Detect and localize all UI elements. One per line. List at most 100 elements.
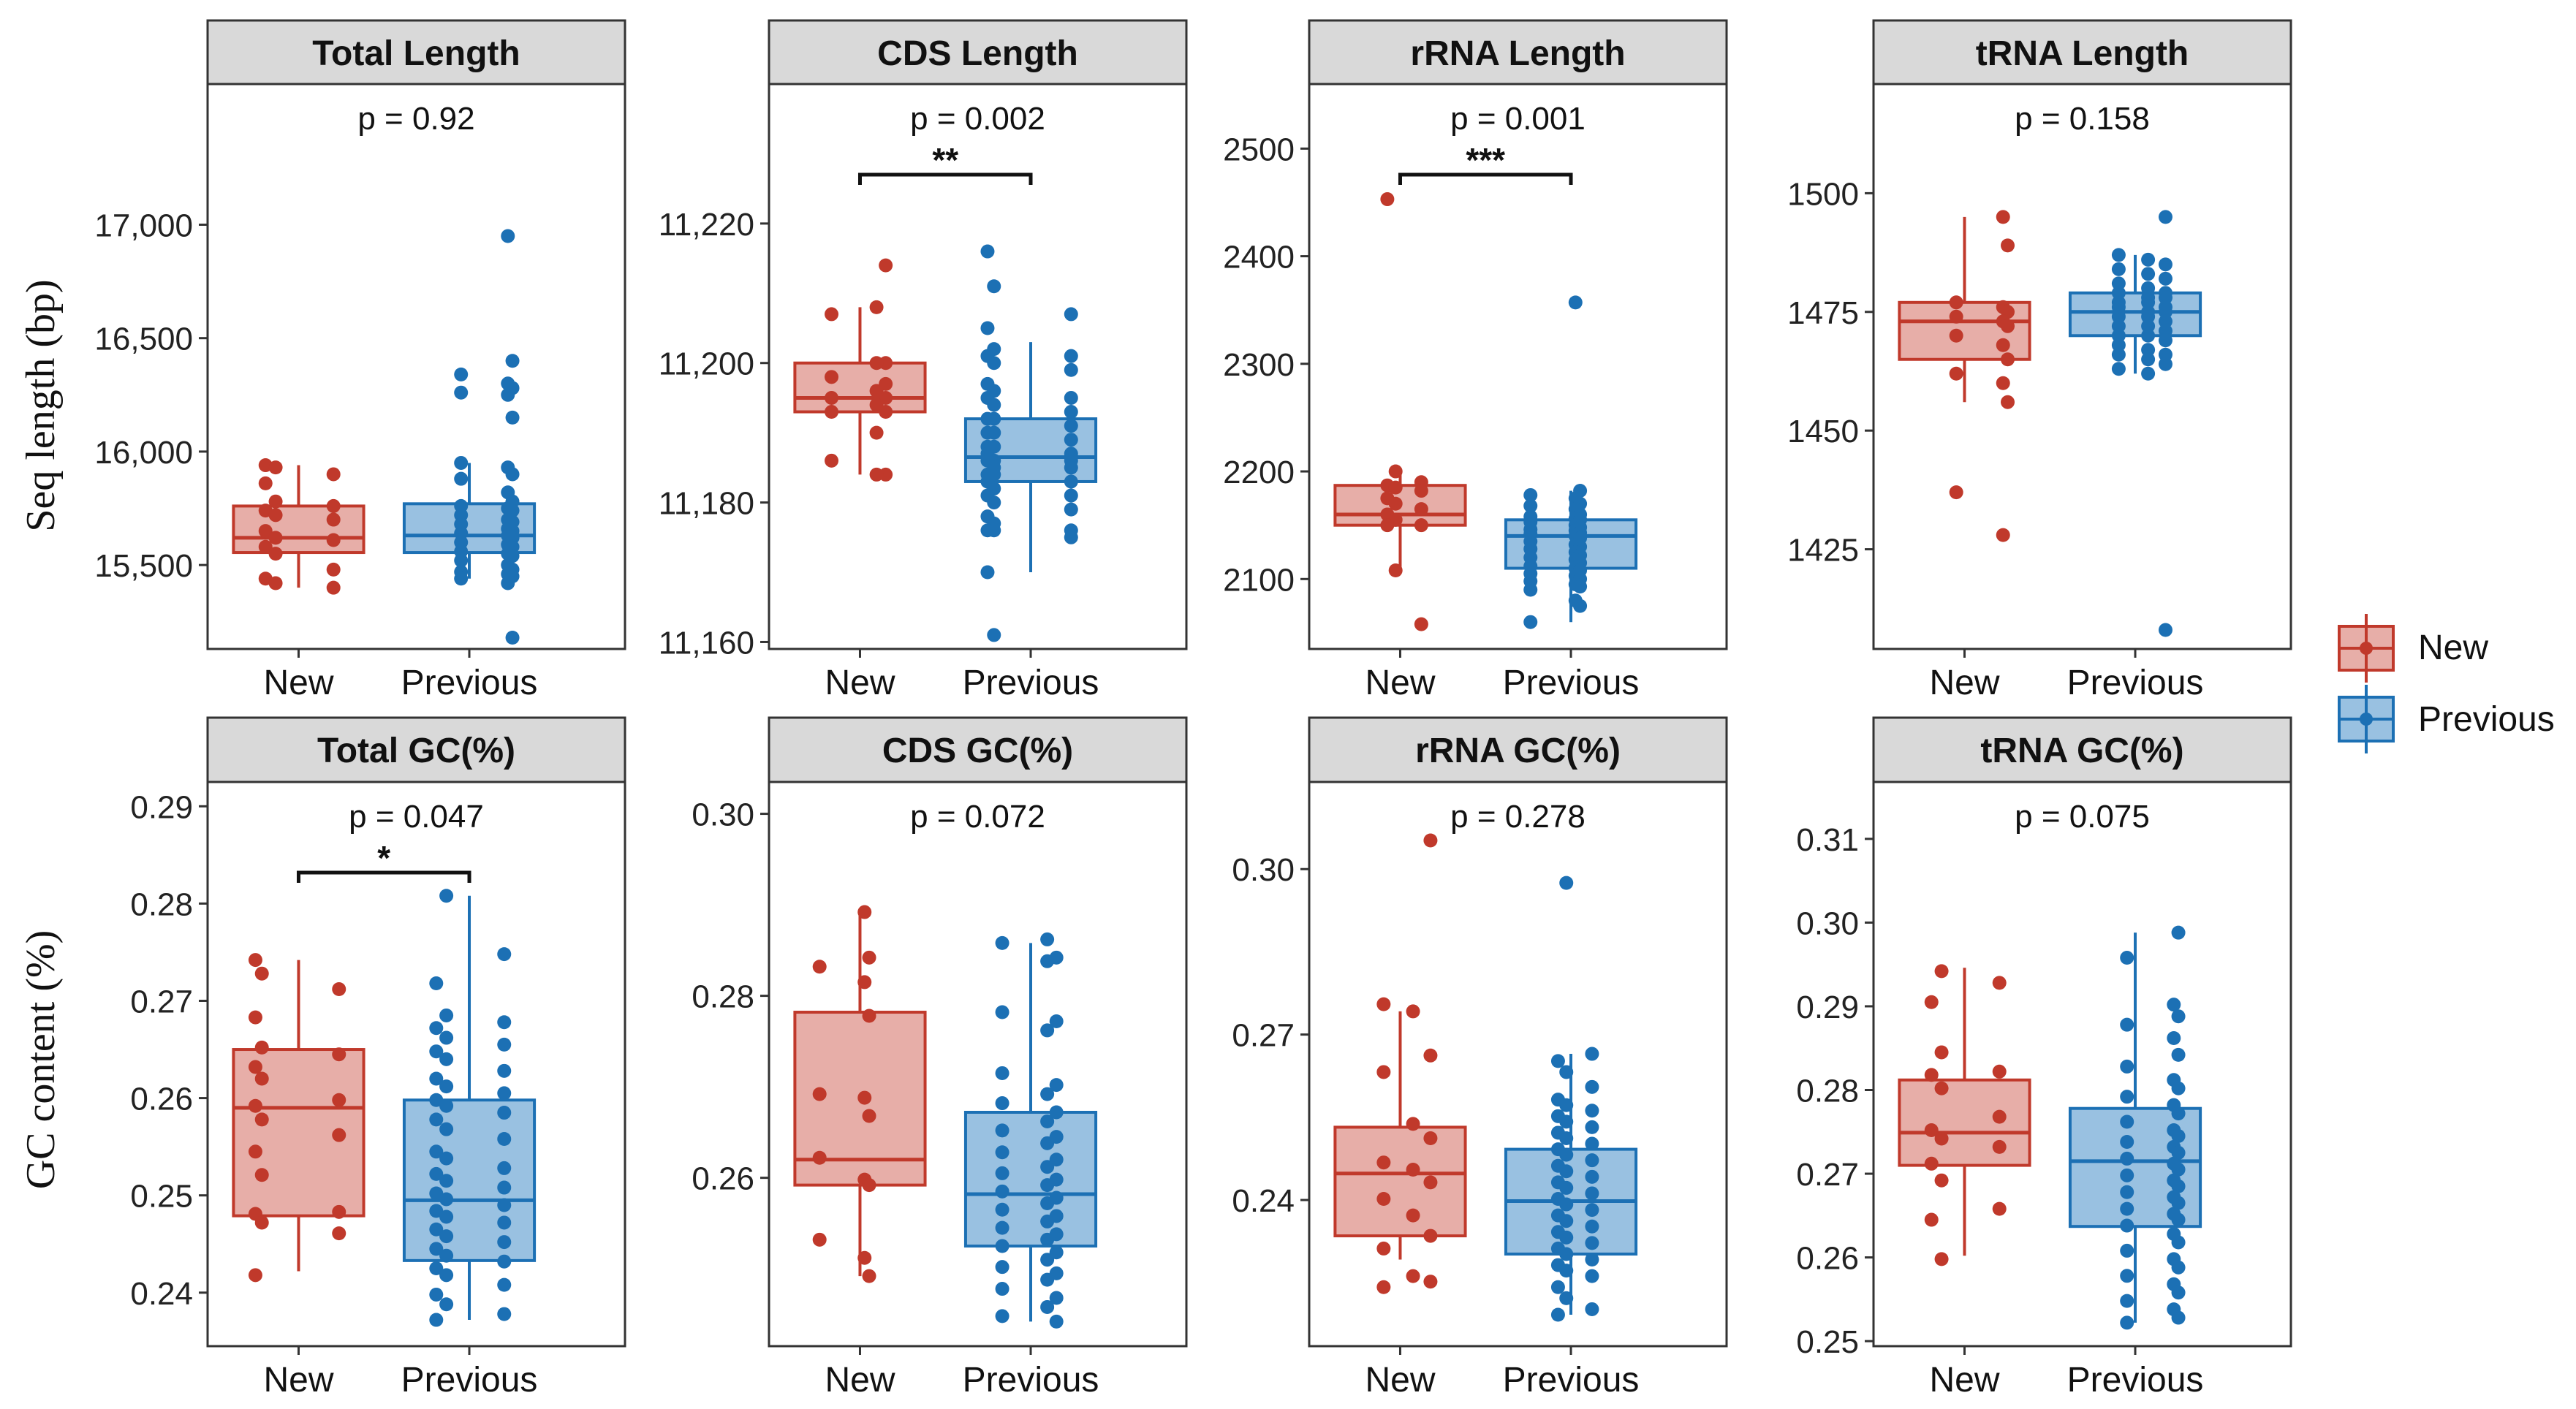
panel-2: CDS Length 11,160 11,180 11,200 11,220 New Pre… [659,19,1188,702]
point-new [825,390,839,405]
point-previous [429,1166,444,1181]
panel-3: rRNA Length 2100 2200 2300 2400 2500 New Previo… [1223,19,1728,702]
panel-1: Total Length 15,500 16,000 16,500 17,000 New P… [94,19,626,702]
point-new [1949,485,1963,500]
point-new [326,562,341,577]
point-previous [1550,1280,1565,1294]
point-new [1992,976,2007,990]
point-new [248,1060,262,1074]
point-previous [2120,1185,2134,1199]
point-previous [2141,309,2156,324]
point-new [1924,995,1939,1009]
point-previous [1559,1247,1574,1261]
y-tick-label: 2500 [1223,132,1295,167]
point-previous [1559,1098,1574,1112]
panel-strip [206,19,626,86]
point-new [1949,366,1963,381]
point-previous [2158,324,2172,338]
point-new [869,425,884,440]
point-previous [1585,1104,1599,1118]
box-iqr [402,1098,537,1262]
point-previous [1040,1299,1055,1314]
point-previous [1064,405,1078,419]
panel-title: rRNA GC(%) [1415,732,1621,770]
point-new [1924,1156,1939,1171]
point-previous [1585,1047,1599,1061]
point-previous [2120,1090,2134,1104]
point-new [2001,352,2015,367]
point-new [812,1150,827,1165]
legend-label-previous: Previous [2418,700,2555,739]
point-previous [439,1151,454,1166]
point-previous [439,1052,454,1066]
point-previous [1559,1164,1574,1179]
point-previous [1585,1236,1599,1250]
point-previous [1585,1136,1599,1151]
y-tick-label: 0.30 [1796,905,1859,941]
point-new [812,1087,827,1101]
point-previous [429,1222,444,1237]
point-previous [439,1297,454,1312]
point-previous [429,1287,444,1302]
y-tick-label: 11,160 [659,625,754,661]
panel-frame [768,83,1188,650]
point-new [1376,1065,1391,1079]
point-new [1388,480,1403,495]
point-previous [497,1180,512,1195]
point-previous [2171,1310,2186,1325]
point-new [1934,1131,1949,1146]
point-previous [429,1144,444,1159]
significance-bracket [857,172,1033,185]
panels: Total Length 15,500 16,000 16,500 17,000 New P… [94,19,2292,1399]
point-previous [1049,1105,1064,1120]
point-previous [1559,1264,1574,1278]
p-value: p = 0.278 [1450,799,1586,835]
point-new [254,1040,269,1055]
point-new [1949,295,1963,310]
point-previous [439,1122,454,1136]
box-new [793,307,927,475]
point-previous [429,1261,444,1276]
point-previous [429,1071,444,1086]
panel-8: tRNA GC(%) 0.25 0.26 0.27 0.28 0.29 0.30 0.31 Ne… [1796,716,2292,1399]
point-previous [987,398,1001,412]
y-tick-label: 0.27 [1796,1157,1859,1193]
point-previous [1040,1232,1055,1247]
x-tick-label: New [1929,1361,1999,1399]
point-previous [439,1209,454,1224]
panel-title: Total GC(%) [317,732,515,770]
panel-strip [768,19,1188,86]
point-previous [2141,328,2156,343]
point-new [1996,376,2010,390]
y-tick-label: 0.24 [1232,1183,1295,1219]
panel-frame [768,781,1188,1348]
panel-strip [1872,19,2292,86]
point-previous [995,1309,1009,1323]
point-new [332,1047,346,1062]
point-previous [2120,951,2134,965]
y-tick-label: 2300 [1223,347,1295,383]
point-new [1376,1155,1391,1170]
point-new [326,467,341,482]
point-new [326,512,341,527]
point-new [248,1098,262,1113]
point-previous [1559,1114,1574,1129]
point-previous [1559,1291,1574,1305]
point-previous [1040,1160,1055,1174]
point-previous [1064,362,1078,377]
point-previous [505,630,520,645]
point-previous [501,229,515,243]
p-value: p = 0.072 [910,799,1045,835]
point-previous [995,1184,1009,1199]
panel-frame [206,781,626,1348]
y-tick-label: 0.28 [1796,1074,1859,1109]
point-new [1996,338,2010,352]
y-tick-label: 0.26 [692,1161,754,1197]
point-new [1406,1208,1420,1223]
point-previous [1585,1253,1599,1267]
y-axis-title-bottom: GC content (%) [18,930,64,1190]
point-new [812,1232,827,1247]
point-new [1414,518,1428,533]
legend-key-new-point [2360,642,2373,655]
point-previous [2141,252,2156,267]
